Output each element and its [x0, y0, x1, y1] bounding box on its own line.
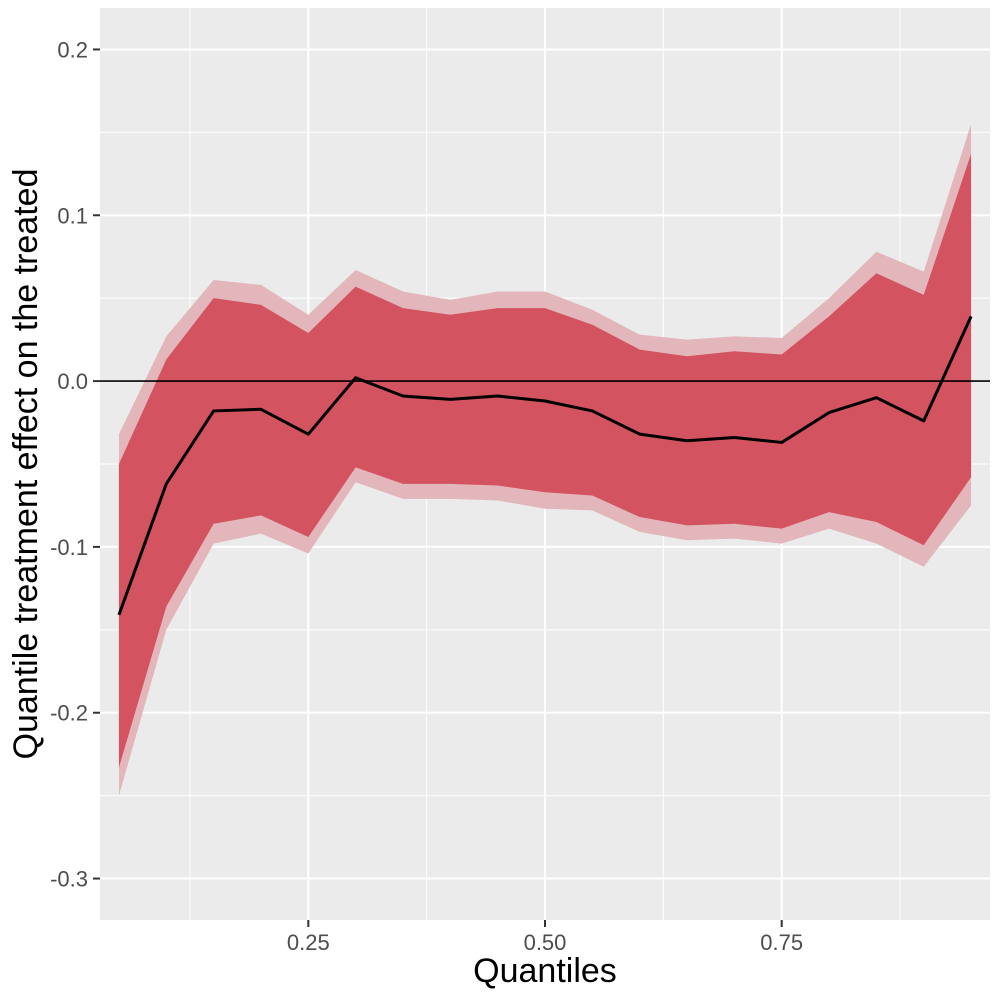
x-tick-label: 0.75: [760, 930, 803, 955]
y-tick-label: 0.0: [57, 369, 88, 394]
y-tick-label: 0.2: [57, 37, 88, 62]
confidence-bands: [118, 124, 972, 796]
x-tick-label: 0.25: [287, 930, 330, 955]
y-tick-label: 0.1: [57, 203, 88, 228]
y-tick-label: -0.3: [50, 867, 88, 892]
y-tick-label: -0.1: [50, 535, 88, 560]
x-axis-ticks: 0.25 0.50 0.75: [287, 920, 803, 955]
y-tick-label: -0.2: [50, 701, 88, 726]
y-axis-ticks: -0.3 -0.2 -0.1 0.0 0.1 0.2: [50, 37, 100, 892]
x-axis-title: Quantiles: [473, 952, 617, 990]
x-tick-label: 0.50: [524, 930, 567, 955]
y-axis-title: Quantile treatment effect on the treated: [7, 169, 45, 760]
inner-confidence-band: [118, 153, 972, 768]
effect-series: [117, 315, 973, 616]
